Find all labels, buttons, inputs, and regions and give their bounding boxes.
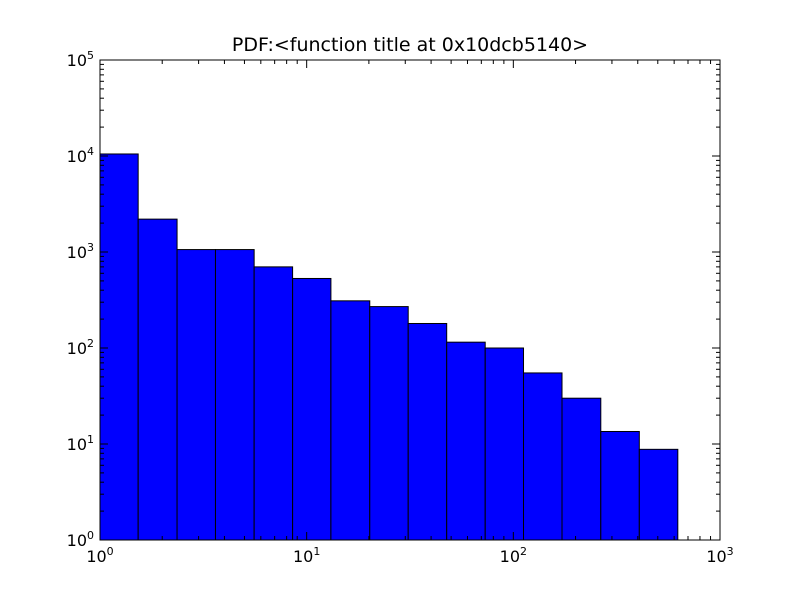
histogram-bar — [292, 277, 332, 541]
y-tick-label: 102 — [67, 337, 94, 358]
y-tick-label: 100 — [67, 529, 94, 550]
chart-title: PDF:<function title at 0x10dcb5140> — [231, 34, 589, 56]
histogram-bar — [253, 266, 294, 541]
y-tick-label: 103 — [67, 241, 94, 262]
x-tick-label: 101 — [293, 545, 320, 566]
histogram-bar — [446, 341, 486, 541]
histogram-bar — [523, 372, 563, 541]
histogram-bar — [176, 249, 216, 541]
x-tick-label: 103 — [706, 545, 733, 566]
histogram-bar — [137, 218, 178, 541]
bars-layer — [99, 153, 679, 541]
histogram-bar — [561, 397, 602, 541]
histogram-bar — [369, 306, 409, 541]
plot-area-frame — [99, 59, 721, 541]
y-tick-label: 104 — [67, 145, 94, 166]
histogram-bar — [638, 448, 679, 541]
histogram-bar — [330, 300, 371, 541]
histogram-bar — [407, 322, 448, 541]
y-tick-label: 101 — [67, 433, 94, 454]
histogram-bar — [484, 347, 525, 541]
x-tick-label: 102 — [500, 545, 527, 566]
histogram-bar — [214, 249, 255, 541]
histogram-bar — [99, 153, 139, 541]
y-tick-label: 105 — [67, 49, 94, 70]
tick-labels-layer: 100 101 102 103 100 101 102 103 104 105 — [67, 49, 734, 566]
x-tick-label: 100 — [86, 545, 113, 566]
histogram-bar — [600, 430, 640, 541]
